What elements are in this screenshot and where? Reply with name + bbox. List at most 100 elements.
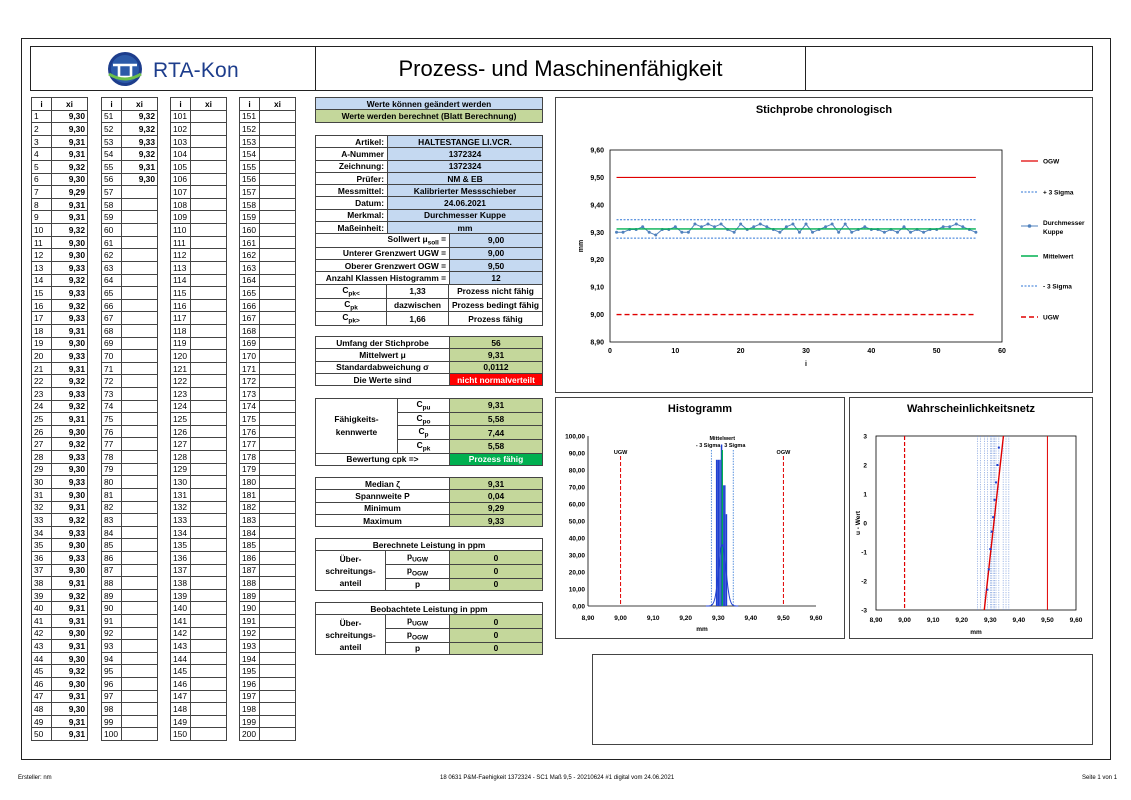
row-value[interactable]: 9,31 bbox=[51, 714, 88, 729]
row-value[interactable] bbox=[190, 323, 227, 338]
row-value[interactable] bbox=[121, 450, 158, 464]
row-value[interactable] bbox=[121, 588, 158, 603]
row-value[interactable]: 9,30 bbox=[51, 109, 88, 124]
row-value[interactable] bbox=[259, 639, 296, 653]
row-value[interactable]: 9,30 bbox=[51, 487, 88, 502]
row-value[interactable]: 9,31 bbox=[51, 727, 88, 742]
row-value[interactable] bbox=[121, 626, 158, 641]
info-value[interactable]: Kalibrierter Messschieber bbox=[387, 184, 543, 198]
row-value[interactable] bbox=[121, 525, 158, 540]
row-value[interactable]: 9,32 bbox=[51, 298, 88, 313]
row-value[interactable] bbox=[259, 109, 296, 124]
row-value[interactable] bbox=[259, 160, 296, 174]
row-value[interactable] bbox=[190, 286, 227, 300]
row-value[interactable]: 9,30 bbox=[51, 172, 88, 187]
row-value[interactable]: 9,30 bbox=[51, 538, 88, 552]
row-value[interactable] bbox=[190, 677, 227, 691]
row-value[interactable]: 9,32 bbox=[51, 223, 88, 237]
row-value[interactable]: 9,33 bbox=[51, 311, 88, 325]
row-value[interactable] bbox=[259, 538, 296, 552]
row-value[interactable]: 9,31 bbox=[51, 601, 88, 615]
row-value[interactable]: 9,30 bbox=[51, 677, 88, 691]
info-value[interactable]: NM & EB bbox=[387, 171, 543, 186]
row-value[interactable] bbox=[259, 336, 296, 351]
row-value[interactable] bbox=[121, 601, 158, 615]
row-value[interactable] bbox=[190, 223, 227, 237]
info-value[interactable]: HALTESTANGE LI.VCR. bbox=[387, 134, 543, 149]
row-value[interactable] bbox=[190, 349, 227, 363]
row-value[interactable] bbox=[259, 525, 296, 540]
row-value[interactable] bbox=[259, 588, 296, 603]
row-value[interactable]: 9,30 bbox=[51, 563, 88, 578]
limit-value[interactable]: 9,00 bbox=[449, 233, 543, 248]
row-value[interactable]: 9,31 bbox=[51, 500, 88, 515]
row-value[interactable]: 9,33 bbox=[51, 525, 88, 540]
row-value[interactable] bbox=[190, 122, 227, 136]
row-value[interactable] bbox=[259, 513, 296, 527]
row-value[interactable]: 9,31 bbox=[51, 689, 88, 704]
row-value[interactable]: 9,33 bbox=[51, 475, 88, 489]
row-value[interactable] bbox=[121, 576, 158, 590]
row-value[interactable] bbox=[121, 197, 158, 212]
row-value[interactable] bbox=[259, 450, 296, 464]
row-value[interactable] bbox=[190, 134, 227, 149]
row-value[interactable] bbox=[259, 576, 296, 590]
row-value[interactable]: 9,30 bbox=[51, 626, 88, 641]
row-value[interactable] bbox=[259, 651, 296, 666]
row-value[interactable] bbox=[190, 336, 227, 351]
row-value[interactable]: 9,32 bbox=[51, 399, 88, 414]
row-value[interactable] bbox=[190, 613, 227, 628]
row-value[interactable] bbox=[190, 500, 227, 515]
row-value[interactable]: 9,32 bbox=[121, 109, 158, 124]
row-value[interactable] bbox=[121, 677, 158, 691]
row-value[interactable] bbox=[259, 626, 296, 641]
row-value[interactable]: 9,32 bbox=[51, 374, 88, 389]
row-value[interactable] bbox=[259, 399, 296, 414]
row-value[interactable] bbox=[190, 412, 227, 426]
row-value[interactable] bbox=[259, 122, 296, 136]
row-value[interactable] bbox=[259, 134, 296, 149]
limit-value[interactable]: 12 bbox=[449, 271, 543, 285]
row-value[interactable] bbox=[121, 639, 158, 653]
row-value[interactable] bbox=[121, 714, 158, 729]
row-value[interactable]: 9,30 bbox=[51, 702, 88, 716]
row-value[interactable] bbox=[259, 210, 296, 225]
row-value[interactable] bbox=[259, 424, 296, 439]
row-value[interactable]: 9,32 bbox=[51, 160, 88, 174]
row-value[interactable] bbox=[259, 500, 296, 515]
row-value[interactable] bbox=[259, 475, 296, 489]
row-value[interactable]: 9,31 bbox=[51, 147, 88, 162]
row-value[interactable] bbox=[121, 349, 158, 363]
row-value[interactable] bbox=[121, 487, 158, 502]
row-value[interactable]: 9,30 bbox=[121, 172, 158, 187]
row-value[interactable] bbox=[121, 727, 158, 742]
row-value[interactable] bbox=[259, 197, 296, 212]
row-value[interactable] bbox=[259, 387, 296, 401]
row-value[interactable] bbox=[259, 601, 296, 615]
row-value[interactable] bbox=[190, 387, 227, 401]
row-value[interactable] bbox=[190, 248, 227, 262]
row-value[interactable]: 9,32 bbox=[51, 588, 88, 603]
row-value[interactable] bbox=[259, 550, 296, 565]
limit-value[interactable]: 9,50 bbox=[449, 258, 543, 273]
row-value[interactable]: 9,30 bbox=[51, 235, 88, 250]
row-value[interactable] bbox=[259, 147, 296, 162]
row-value[interactable] bbox=[190, 601, 227, 615]
row-value[interactable]: 9,30 bbox=[51, 424, 88, 439]
row-value[interactable] bbox=[121, 387, 158, 401]
row-value[interactable]: 9,31 bbox=[51, 210, 88, 225]
row-value[interactable]: 9,30 bbox=[51, 248, 88, 262]
row-value[interactable]: 9,32 bbox=[51, 437, 88, 452]
row-value[interactable] bbox=[190, 702, 227, 716]
row-value[interactable] bbox=[259, 298, 296, 313]
info-value[interactable]: 24.06.2021 bbox=[387, 196, 543, 210]
row-value[interactable] bbox=[121, 702, 158, 716]
row-value[interactable] bbox=[259, 248, 296, 262]
row-value[interactable]: 9,30 bbox=[51, 122, 88, 136]
row-value[interactable] bbox=[259, 487, 296, 502]
row-value[interactable] bbox=[190, 550, 227, 565]
row-value[interactable] bbox=[190, 298, 227, 313]
row-value[interactable]: 9,33 bbox=[51, 349, 88, 363]
row-value[interactable] bbox=[190, 235, 227, 250]
row-value[interactable] bbox=[121, 273, 158, 288]
